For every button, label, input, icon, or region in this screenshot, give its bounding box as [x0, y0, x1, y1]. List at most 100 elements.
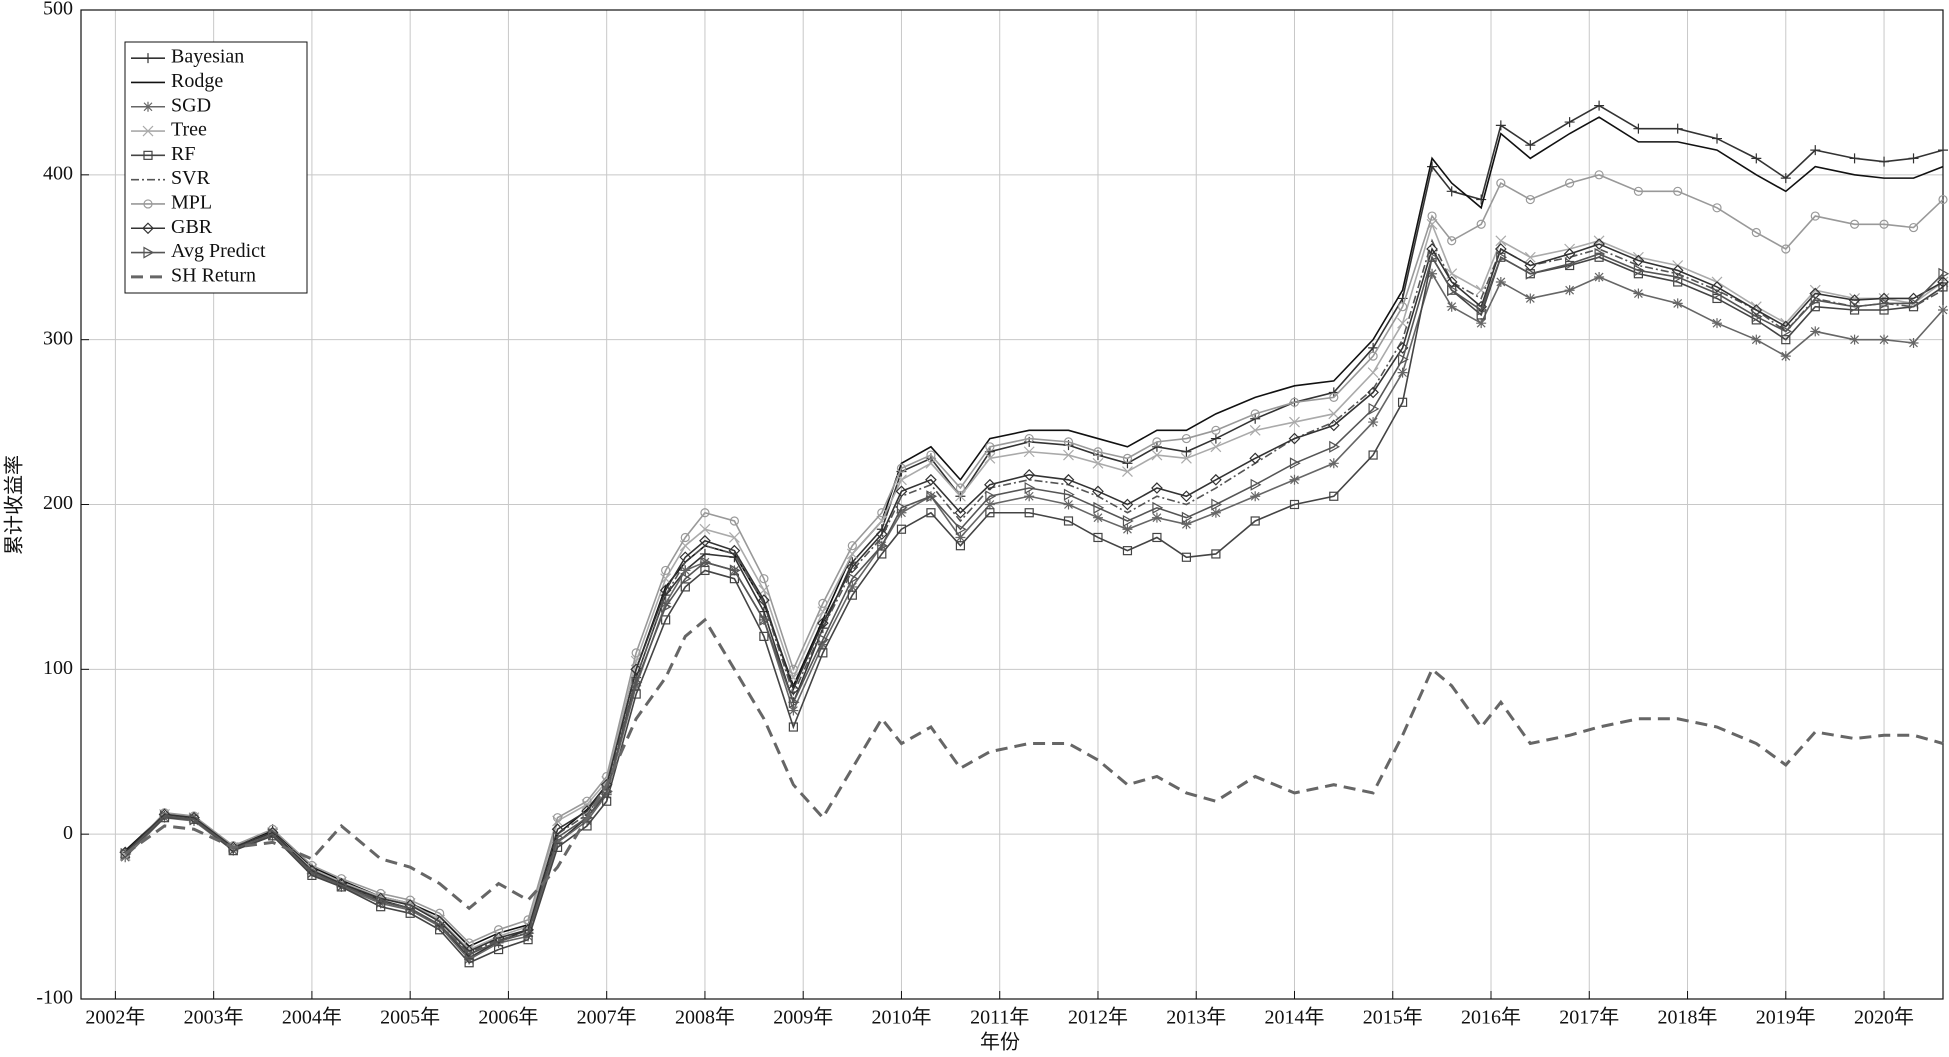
data-point	[661, 600, 672, 613]
data-point	[602, 796, 612, 806]
data-point	[1751, 153, 1762, 164]
data-point	[1908, 222, 1919, 233]
data-point	[1329, 491, 1339, 501]
data-point	[679, 551, 692, 564]
data-point	[984, 452, 996, 464]
x-tick-label: 2020年	[1854, 1006, 1914, 1029]
data-point	[1594, 100, 1605, 111]
data-point	[1024, 433, 1034, 444]
x-tick-label: 2015年	[1363, 1006, 1423, 1029]
data-point	[1289, 416, 1300, 428]
data-point	[523, 927, 535, 940]
data-point	[1211, 498, 1223, 511]
data-point	[1938, 194, 1948, 205]
x-tick-label: 2018年	[1658, 1006, 1718, 1029]
data-point	[1180, 490, 1193, 503]
data-point	[788, 705, 799, 716]
x-tick-label: 2007年	[577, 1006, 637, 1029]
data-point	[759, 631, 769, 641]
y-tick-label: 400	[43, 162, 73, 184]
data-point	[661, 615, 671, 625]
x-tick-label: 2017年	[1559, 1006, 1619, 1029]
plot-frame	[80, 9, 1944, 1000]
data-point	[847, 581, 858, 592]
data-point	[759, 574, 769, 584]
data-point	[1023, 468, 1036, 481]
series-line	[124, 221, 1944, 951]
data-point	[1181, 433, 1192, 444]
data-point	[1023, 446, 1035, 458]
data-point	[1633, 264, 1645, 277]
data-point	[817, 617, 829, 630]
data-point	[896, 501, 908, 514]
data-point	[188, 815, 199, 826]
data-point	[1397, 367, 1408, 378]
data-point	[1633, 288, 1644, 299]
data-point	[1476, 219, 1486, 229]
data-point	[817, 606, 829, 618]
data-point	[1093, 501, 1105, 514]
x-tick-label: 2002年	[85, 1006, 145, 1029]
data-point	[1368, 351, 1378, 361]
data-point	[985, 508, 995, 518]
data-point	[1849, 300, 1861, 313]
data-point	[1908, 297, 1920, 310]
legend-label: SVR	[171, 167, 211, 189]
data-point	[1525, 293, 1536, 304]
data-point	[1427, 268, 1438, 279]
x-tick-label: 2014年	[1264, 1006, 1324, 1029]
data-point	[1289, 499, 1300, 510]
data-point	[926, 508, 936, 518]
data-point	[955, 532, 966, 543]
data-point	[1879, 219, 1889, 229]
x-tick-label: 2011年	[970, 1006, 1029, 1029]
data-point	[1671, 264, 1684, 277]
data-point	[1593, 235, 1605, 247]
data-point	[1594, 170, 1604, 180]
data-point	[1368, 342, 1379, 353]
data-point	[984, 478, 996, 491]
y-tick-label: 300	[43, 327, 73, 349]
data-point	[926, 490, 938, 503]
data-point	[1525, 194, 1535, 205]
data-point	[189, 813, 201, 826]
series-line	[124, 173, 1944, 944]
legend-label: Tree	[171, 119, 207, 141]
x-tick-label: 2009年	[773, 1006, 833, 1029]
x-axis-label: 年份	[980, 1031, 1020, 1054]
data-point	[1397, 397, 1408, 407]
data-point	[788, 722, 798, 732]
series-line	[124, 255, 1944, 964]
legend-label: Rodge	[171, 70, 223, 92]
data-point	[1210, 441, 1222, 453]
data-point	[1524, 251, 1536, 263]
series-line	[124, 617, 1944, 911]
data-point	[1809, 287, 1822, 300]
legend-marker	[143, 199, 153, 209]
data-point	[1495, 120, 1506, 131]
data-point	[699, 523, 711, 535]
data-point	[552, 837, 563, 848]
data-point	[552, 831, 564, 844]
data-point	[1367, 367, 1379, 379]
data-point	[1210, 473, 1222, 486]
data-point	[1063, 449, 1074, 461]
data-point	[954, 506, 967, 519]
data-point	[680, 532, 690, 543]
data-point	[1525, 140, 1536, 151]
data-point	[847, 572, 859, 585]
data-point	[1250, 409, 1260, 419]
data-point	[1329, 392, 1339, 402]
series-line	[124, 253, 1944, 956]
data-point	[1938, 145, 1948, 156]
data-point	[729, 564, 741, 577]
data-point	[1780, 173, 1791, 184]
data-point	[1565, 257, 1576, 270]
data-point	[1329, 440, 1341, 453]
data-point	[759, 613, 771, 626]
series-line	[124, 104, 1944, 959]
data-point	[984, 499, 995, 510]
series-line	[124, 116, 1944, 948]
data-point	[631, 676, 643, 689]
data-point	[818, 598, 828, 609]
